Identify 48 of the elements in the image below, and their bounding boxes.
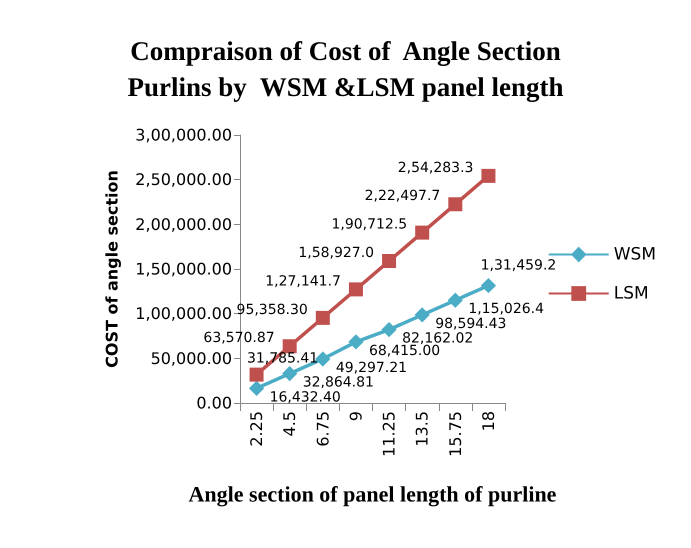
data-label: 98,594.43 — [435, 316, 506, 332]
legend-label: LSM — [614, 284, 649, 304]
point — [448, 293, 462, 308]
data-label: 49,297.21 — [336, 360, 408, 376]
point — [481, 278, 496, 293]
y-tick-label: 1,50,000.00 — [135, 260, 232, 278]
data-label: 16,432.40 — [270, 389, 341, 406]
point — [282, 366, 297, 381]
legend-label: WSM — [614, 244, 656, 264]
data-label: 1,15,026.4 — [468, 301, 544, 318]
data-label: 1,58,927.0 — [298, 245, 374, 262]
x-tick-label: 13.5 — [412, 411, 432, 447]
x-tick-label: 9 — [346, 411, 366, 422]
point — [316, 310, 330, 325]
point — [481, 168, 496, 183]
point — [348, 334, 363, 349]
data-label: 1,31,459.2 — [480, 258, 556, 274]
y-tick-label: 1,00,000.00 — [135, 304, 232, 324]
data-label: 2,22,497.7 — [364, 188, 440, 204]
point — [415, 226, 430, 240]
y-tick-label: 2,50,000.00 — [135, 170, 232, 190]
data-label: 1,27,141.7 — [265, 273, 341, 290]
point — [250, 368, 264, 382]
x-tick-label: 6.75 — [313, 411, 332, 447]
data-label: 1,90,712.5 — [331, 216, 408, 233]
point — [382, 254, 396, 268]
point — [415, 308, 430, 322]
y-tick-label: 50,000.00 — [150, 348, 232, 368]
chart-title: Compraison of Cost of Angle Section Purlins by WSM &LSM panel length — [127, 36, 564, 102]
data-label: 95,358.30 — [236, 302, 308, 318]
data-label: 32,864.81 — [302, 374, 374, 391]
x-tick-label: 18 — [478, 411, 498, 432]
point — [250, 381, 264, 396]
x-tick-label: 2.25 — [247, 411, 266, 447]
point — [316, 352, 330, 366]
data-label: 63,570.87 — [203, 330, 275, 346]
x-axis-title: Angle section of panel length of purline — [188, 482, 557, 506]
x-tick-label: 4.5 — [280, 411, 300, 436]
data-label: 2,54,283.3 — [398, 160, 474, 176]
y-tick-label: 3,00,000.00 — [135, 126, 232, 144]
point — [382, 322, 396, 337]
point — [348, 282, 363, 296]
y-tick-label: 0.00 — [196, 394, 232, 412]
point — [448, 197, 462, 212]
y-axis-title: COST of angle section — [102, 170, 122, 368]
x-tick-label: 15.75 — [446, 411, 465, 457]
x-tick-label: 11.25 — [380, 411, 399, 457]
y-tick-label: 2,00,000.00 — [135, 214, 232, 234]
